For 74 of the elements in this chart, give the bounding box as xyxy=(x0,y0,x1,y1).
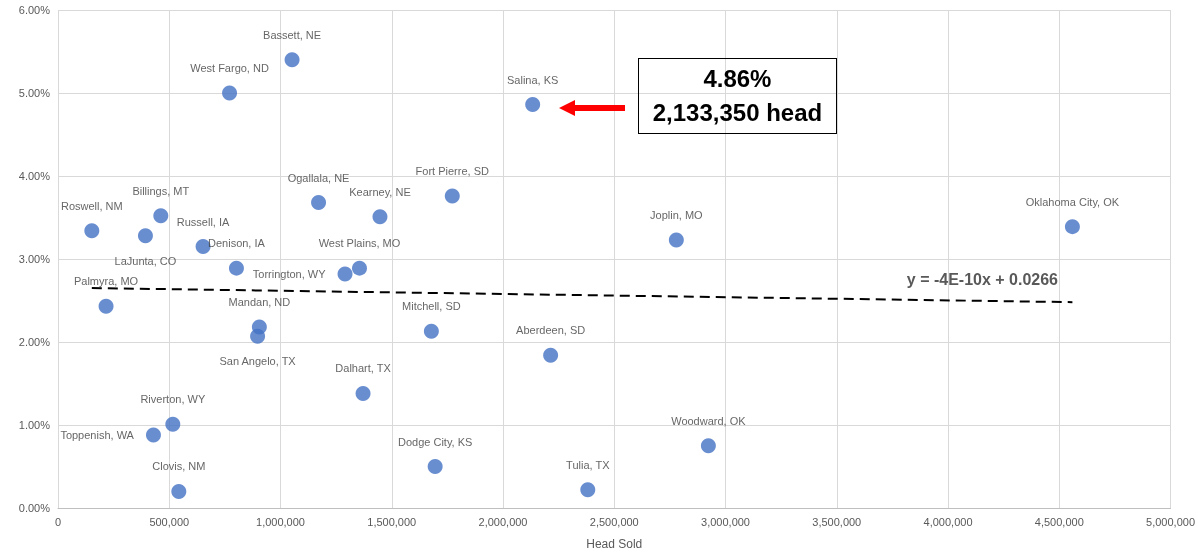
y-tick-label: 3.00% xyxy=(18,253,51,265)
data-label: Fort Pierre, SD xyxy=(415,164,490,177)
point xyxy=(543,347,559,363)
x-tick-label: 5,000,000 xyxy=(1146,515,1195,528)
point xyxy=(228,260,244,276)
point xyxy=(1064,219,1080,235)
data-label: Kearney, NE xyxy=(349,185,411,198)
x-tick-label: 1,000,000 xyxy=(256,515,305,528)
data-label: Tulia, TX xyxy=(566,458,611,471)
point xyxy=(444,188,460,204)
data-label: Roswell, NM xyxy=(60,199,123,212)
data-label: Denison, IA xyxy=(208,237,266,250)
x-tick-label: 1,500,000 xyxy=(367,515,417,528)
point xyxy=(427,459,443,474)
data-label: Billings, MT xyxy=(132,184,190,197)
data-label: Torrington, WY xyxy=(252,267,327,280)
y-tick-label: 6.00% xyxy=(18,4,51,16)
data-label: Russell, IA xyxy=(176,215,231,228)
data-label: Mandan, ND xyxy=(228,296,291,309)
y-tick-label: 5.00% xyxy=(18,87,51,99)
point xyxy=(84,223,100,239)
y-tick-label: 2.00% xyxy=(18,336,51,348)
x-tick-label: 500,000 xyxy=(149,515,190,528)
y-tick-label: 1.00% xyxy=(18,419,51,431)
data-label: Riverton, WY xyxy=(140,393,206,406)
point xyxy=(222,85,238,101)
point xyxy=(195,239,211,255)
data-label: West Fargo, ND xyxy=(190,62,269,74)
x-tick-label: 4,000,000 xyxy=(923,515,973,528)
x-tick-label: 3,500,000 xyxy=(812,515,862,528)
data-label: Toppenish, WA xyxy=(60,428,135,441)
x-tick-label: 4,500,000 xyxy=(1034,515,1084,528)
data-label: Ogallala, NE xyxy=(287,171,350,184)
point xyxy=(98,298,114,314)
data-label: Palmyra, MO xyxy=(73,275,139,288)
y-tick-label: 0.00% xyxy=(18,502,51,514)
data-label: LaJunta, CO xyxy=(114,254,177,267)
x-tick-label: 2,000,000 xyxy=(478,515,528,528)
point xyxy=(284,52,300,68)
data-label: Salina, KS xyxy=(507,73,559,86)
x-tick-label: 2,500,000 xyxy=(589,515,639,528)
point xyxy=(525,97,541,113)
point xyxy=(352,260,367,276)
annotation: 4.86% 2,133,350 head xyxy=(637,57,838,134)
point xyxy=(372,209,388,225)
point xyxy=(171,483,187,499)
x-axis-title: Head Sold xyxy=(586,537,643,551)
data-label: Joplin, MO xyxy=(650,208,704,221)
point xyxy=(355,385,371,401)
point xyxy=(153,208,169,224)
data-label: Woodward, OK xyxy=(671,414,747,427)
annotation: y = -4E-10x + 0.0266 xyxy=(906,271,1059,290)
data-label: Dalhart, TX xyxy=(335,362,392,375)
data-label: Aberdeen, SD xyxy=(516,324,586,337)
point xyxy=(423,323,439,339)
data-label: San Angelo, TX xyxy=(219,355,297,368)
point xyxy=(165,416,181,432)
point xyxy=(580,482,596,498)
point xyxy=(337,266,353,282)
data-label: Bassett, NE xyxy=(263,28,322,41)
point xyxy=(250,328,266,344)
data-label: Oklahoma City, OK xyxy=(1025,195,1120,208)
data-label: West Plains, MO xyxy=(318,237,401,250)
data-label: Clovis, NM xyxy=(152,460,206,473)
point xyxy=(700,438,716,454)
point xyxy=(145,427,161,443)
x-tick-label: 3,000,000 xyxy=(701,515,750,528)
y-tick-label: 4.00% xyxy=(18,170,51,182)
x-tick-label: 0 xyxy=(54,515,62,528)
data-label: Mitchell, SD xyxy=(402,300,461,313)
point xyxy=(137,228,153,244)
point xyxy=(668,232,684,248)
data-label: Dodge City, KS xyxy=(397,435,473,448)
point xyxy=(311,195,327,211)
